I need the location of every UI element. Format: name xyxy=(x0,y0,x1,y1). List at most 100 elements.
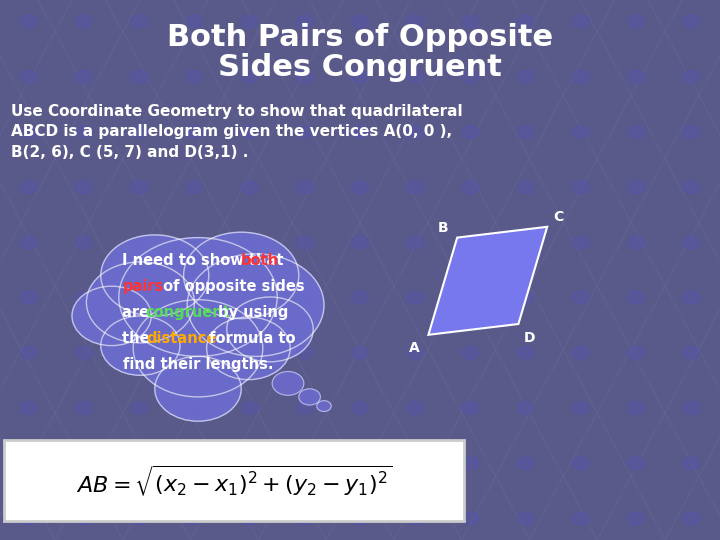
Circle shape xyxy=(72,286,151,346)
Circle shape xyxy=(351,181,369,194)
Text: distance: distance xyxy=(146,331,217,346)
Circle shape xyxy=(20,457,37,470)
Text: B: B xyxy=(438,221,448,235)
Text: Both Pairs of Opposite: Both Pairs of Opposite xyxy=(167,23,553,52)
Circle shape xyxy=(572,15,590,28)
Circle shape xyxy=(296,512,313,525)
Circle shape xyxy=(20,15,37,28)
Circle shape xyxy=(76,236,93,249)
FancyBboxPatch shape xyxy=(4,440,464,521)
Circle shape xyxy=(186,512,203,525)
Text: both: both xyxy=(241,253,279,268)
Circle shape xyxy=(351,236,369,249)
Circle shape xyxy=(462,15,479,28)
Circle shape xyxy=(627,70,644,83)
Circle shape xyxy=(462,402,479,415)
Circle shape xyxy=(517,70,534,83)
Circle shape xyxy=(186,15,203,28)
Circle shape xyxy=(572,125,590,138)
Circle shape xyxy=(407,236,424,249)
Circle shape xyxy=(186,181,203,194)
Circle shape xyxy=(272,372,304,395)
Circle shape xyxy=(627,402,644,415)
Text: A: A xyxy=(409,341,419,355)
Circle shape xyxy=(627,457,644,470)
Circle shape xyxy=(517,125,534,138)
Circle shape xyxy=(186,457,203,470)
Circle shape xyxy=(462,125,479,138)
Circle shape xyxy=(683,125,700,138)
Circle shape xyxy=(76,457,93,470)
Circle shape xyxy=(572,181,590,194)
Circle shape xyxy=(20,236,37,249)
Circle shape xyxy=(407,402,424,415)
Circle shape xyxy=(186,125,203,138)
Circle shape xyxy=(296,236,313,249)
Circle shape xyxy=(627,512,644,525)
Text: Sides Congruent: Sides Congruent xyxy=(218,53,502,82)
Circle shape xyxy=(20,181,37,194)
Text: Use Coordinate Geometry to show that quadrilateral: Use Coordinate Geometry to show that qua… xyxy=(11,104,462,119)
Circle shape xyxy=(296,125,313,138)
Text: B(2, 6), C (5, 7) and D(3,1) .: B(2, 6), C (5, 7) and D(3,1) . xyxy=(11,145,248,160)
Circle shape xyxy=(76,512,93,525)
Circle shape xyxy=(241,512,258,525)
Circle shape xyxy=(130,291,148,304)
Circle shape xyxy=(351,70,369,83)
Circle shape xyxy=(407,346,424,359)
Circle shape xyxy=(517,512,534,525)
Circle shape xyxy=(130,236,148,249)
Circle shape xyxy=(627,15,644,28)
Circle shape xyxy=(20,125,37,138)
Circle shape xyxy=(572,236,590,249)
Circle shape xyxy=(627,181,644,194)
Circle shape xyxy=(296,181,313,194)
Circle shape xyxy=(683,181,700,194)
Circle shape xyxy=(241,125,258,138)
Circle shape xyxy=(130,181,148,194)
Circle shape xyxy=(296,291,313,304)
Circle shape xyxy=(572,512,590,525)
Circle shape xyxy=(407,15,424,28)
Circle shape xyxy=(462,457,479,470)
Circle shape xyxy=(572,457,590,470)
Circle shape xyxy=(407,70,424,83)
Text: congruent: congruent xyxy=(145,305,230,320)
Circle shape xyxy=(517,291,534,304)
Circle shape xyxy=(20,512,37,525)
Circle shape xyxy=(683,236,700,249)
Circle shape xyxy=(317,401,331,411)
Circle shape xyxy=(155,356,241,421)
Circle shape xyxy=(130,457,148,470)
Circle shape xyxy=(351,15,369,28)
Circle shape xyxy=(130,125,148,138)
Circle shape xyxy=(241,236,258,249)
Circle shape xyxy=(462,236,479,249)
Circle shape xyxy=(20,346,37,359)
Circle shape xyxy=(130,70,148,83)
Circle shape xyxy=(20,70,37,83)
Circle shape xyxy=(351,291,369,304)
Circle shape xyxy=(407,457,424,470)
Circle shape xyxy=(572,346,590,359)
Circle shape xyxy=(351,457,369,470)
Circle shape xyxy=(517,236,534,249)
Text: ABCD is a parallelogram given the vertices A(0, 0 ),: ABCD is a parallelogram given the vertic… xyxy=(11,124,452,139)
Circle shape xyxy=(517,181,534,194)
Text: C: C xyxy=(553,210,563,224)
Circle shape xyxy=(130,15,148,28)
Circle shape xyxy=(627,291,644,304)
Circle shape xyxy=(86,262,194,343)
Circle shape xyxy=(296,15,313,28)
Circle shape xyxy=(462,512,479,525)
Circle shape xyxy=(517,402,534,415)
Circle shape xyxy=(241,291,258,304)
Circle shape xyxy=(683,402,700,415)
Circle shape xyxy=(462,181,479,194)
Circle shape xyxy=(130,512,148,525)
Circle shape xyxy=(186,291,203,304)
Circle shape xyxy=(119,238,277,356)
Text: find their lengths.: find their lengths. xyxy=(122,357,274,372)
Circle shape xyxy=(407,125,424,138)
Circle shape xyxy=(133,300,263,397)
